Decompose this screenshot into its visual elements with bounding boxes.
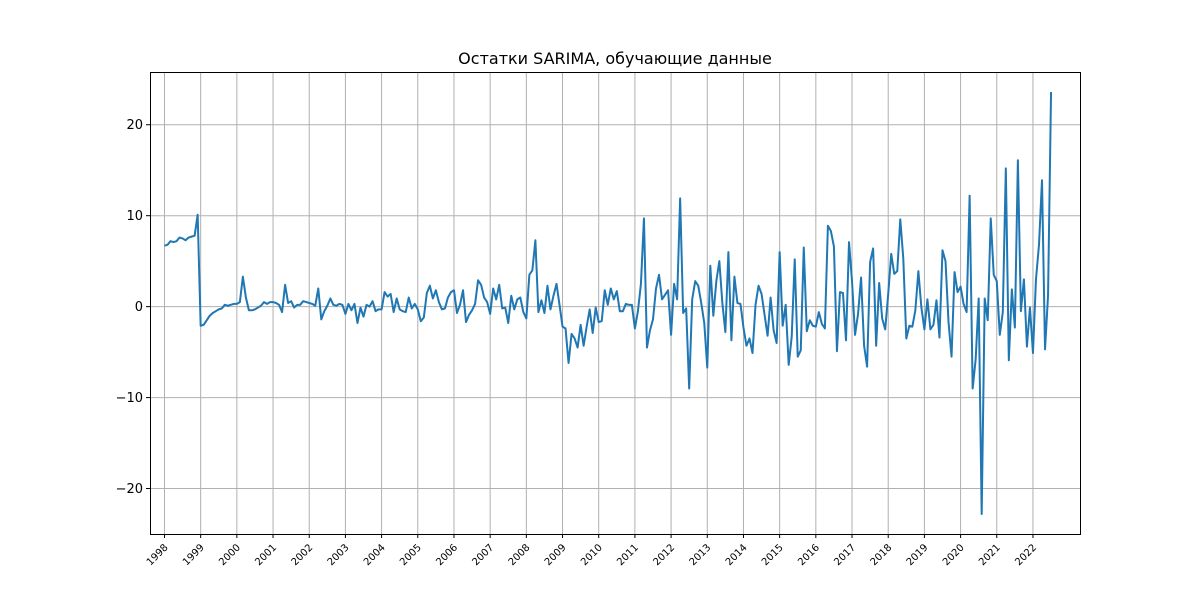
y-tick-label: 20 <box>126 118 143 133</box>
x-tick-label: 2006 <box>434 542 460 568</box>
x-axis: 1998 1999 2000 2001 2002 2003 2004 2005 2006 2007… <box>145 534 1039 568</box>
y-tick-label: 10 <box>126 209 143 224</box>
x-tick-label: 2022 <box>1013 542 1039 568</box>
x-tick-label: 2020 <box>941 542 967 568</box>
y-tick-label: −20 <box>116 482 143 497</box>
x-tick-label: 2008 <box>507 542 533 568</box>
grid-lines <box>150 72 1080 534</box>
x-tick-label: 2011 <box>615 542 641 568</box>
x-tick-label: 2005 <box>398 542 424 568</box>
x-tick-label: 2009 <box>543 542 569 568</box>
y-axis: 20 10 0 −10 −20 <box>116 118 150 497</box>
x-tick-label: 2007 <box>471 542 497 568</box>
x-tick-label: 2014 <box>724 542 750 568</box>
x-tick-label: 2000 <box>217 542 243 568</box>
y-tick-label: −10 <box>116 391 143 406</box>
x-tick-label: 2018 <box>869 542 895 568</box>
x-tick-label: 2013 <box>688 542 714 568</box>
x-tick-label: 2015 <box>760 542 786 568</box>
x-tick-label: 2017 <box>832 542 858 568</box>
x-tick-label: 2010 <box>579 542 605 568</box>
axes-frame <box>150 72 1081 535</box>
plot-area <box>164 91 1053 515</box>
x-tick-label: 2001 <box>253 542 279 568</box>
x-tick-label: 2021 <box>977 542 1003 568</box>
chart-title: Остатки SARIMA, обучающие данные <box>458 49 772 68</box>
x-tick-label: 2004 <box>362 542 388 568</box>
x-tick-label: 2019 <box>905 542 931 568</box>
x-tick-label: 1998 <box>145 542 171 568</box>
x-tick-label: 1999 <box>181 542 207 568</box>
y-tick-label: 0 <box>135 300 143 315</box>
residual-series-line <box>164 91 1053 515</box>
x-tick-label: 2012 <box>651 542 677 568</box>
x-tick-label: 2003 <box>326 542 352 568</box>
x-tick-label: 2002 <box>290 542 316 568</box>
x-tick-label: 2016 <box>796 542 822 568</box>
